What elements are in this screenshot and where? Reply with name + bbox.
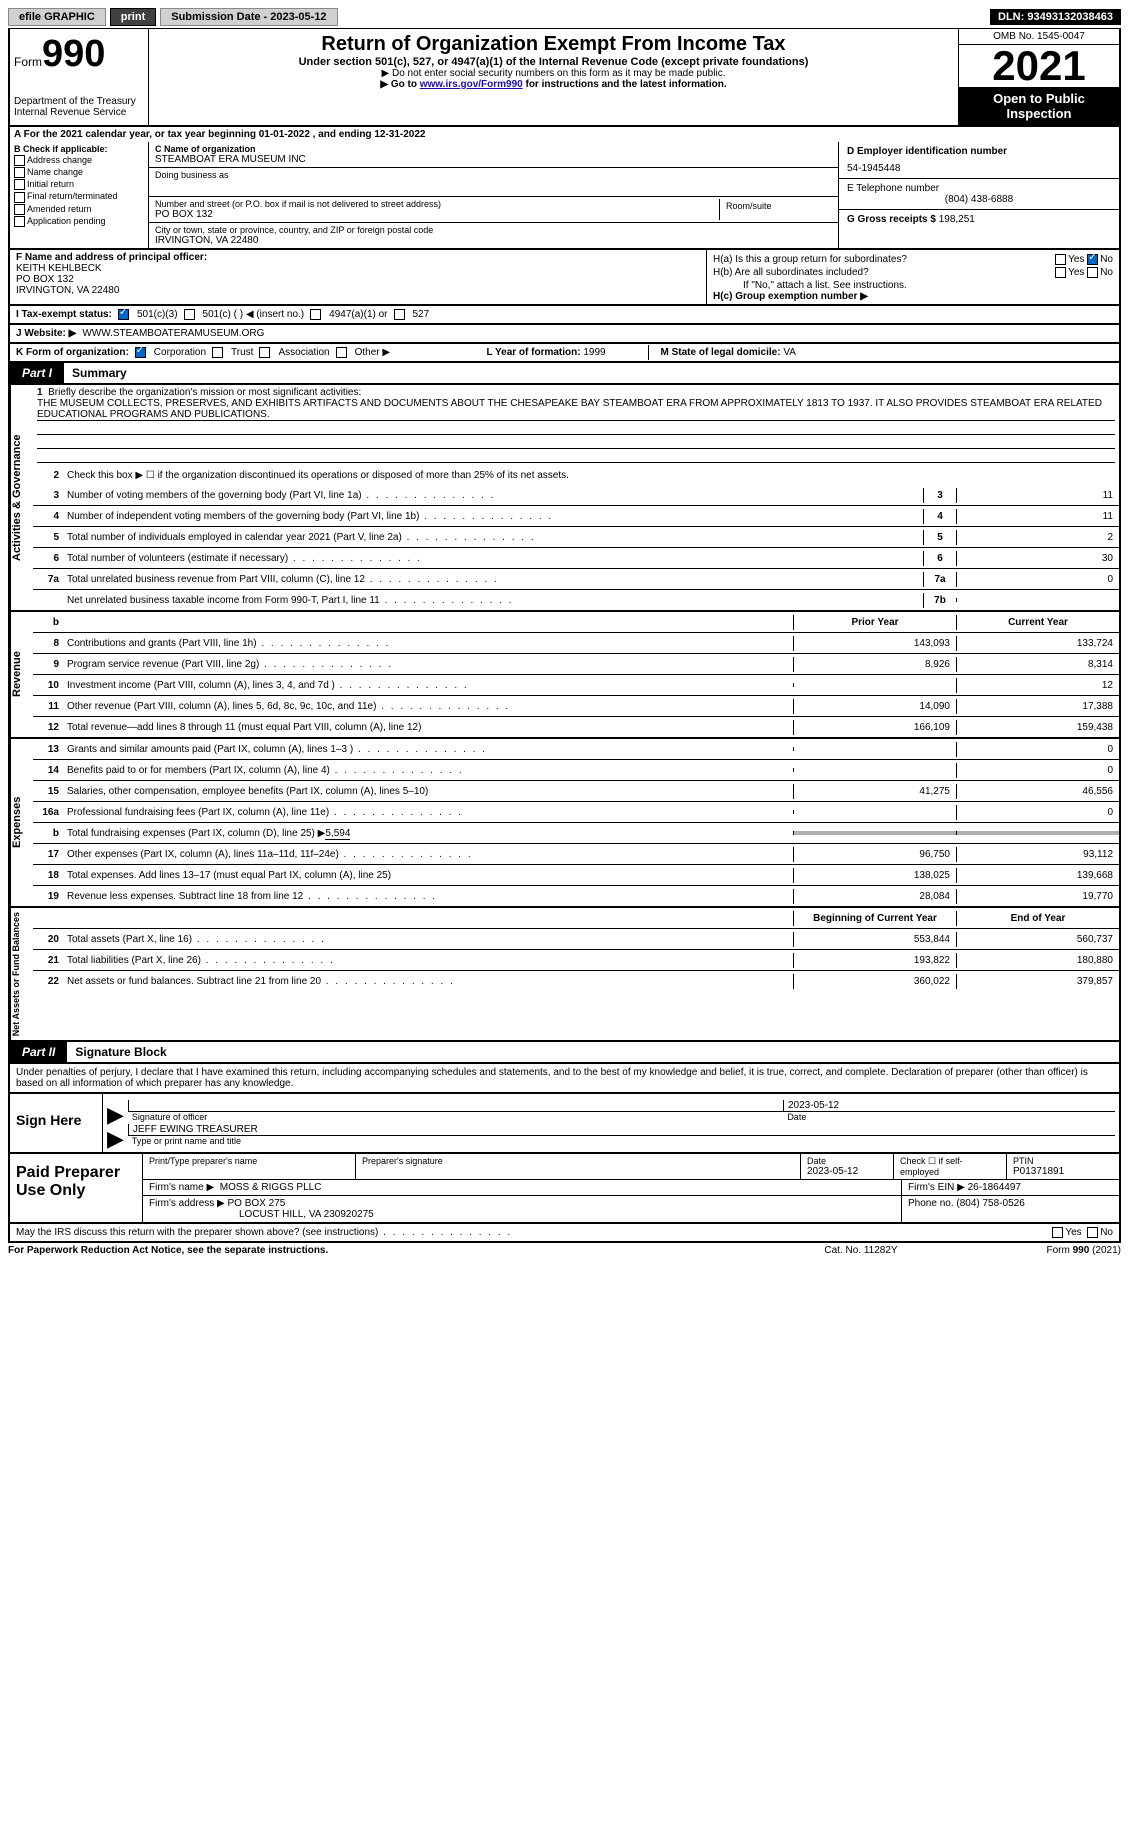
- efile-badge: efile GRAPHIC: [8, 8, 106, 26]
- chk-irs-yes[interactable]: [1052, 1227, 1063, 1238]
- col-c: C Name of organization STEAMBOAT ERA MUS…: [149, 142, 838, 248]
- col-f-officer: F Name and address of principal officer:…: [10, 250, 707, 304]
- section-fh: F Name and address of principal officer:…: [8, 250, 1121, 306]
- chk-hb-yes[interactable]: [1055, 267, 1066, 278]
- org-street: PO BOX 132: [155, 209, 719, 220]
- chk-final[interactable]: Final return/terminated: [14, 191, 144, 202]
- header-left: Form990 Department of the Treasury Inter…: [10, 29, 149, 125]
- summary-revenue: Revenue bPrior YearCurrent Year 8Contrib…: [8, 612, 1121, 739]
- col-h-group: H(a) Is this a group return for subordin…: [707, 250, 1119, 304]
- section-bcd: B Check if applicable: Address change Na…: [8, 142, 1121, 250]
- chk-ha-yes[interactable]: [1055, 254, 1066, 265]
- website-url: WWW.STEAMBOATERAMUSEUM.ORG: [82, 328, 264, 339]
- org-city: IRVINGTON, VA 22480: [155, 235, 832, 246]
- irs-discuss-row: May the IRS discuss this return with the…: [8, 1224, 1121, 1243]
- officer-name: JEFF EWING TREASURER: [128, 1124, 1115, 1136]
- part1-header: Part I Summary: [8, 363, 1121, 385]
- chk-initial[interactable]: Initial return: [14, 179, 144, 190]
- chk-irs-no[interactable]: [1087, 1227, 1098, 1238]
- row-j-website: J Website: ▶ WWW.STEAMBOATERAMUSEUM.ORG: [8, 325, 1121, 344]
- chk-address[interactable]: Address change: [14, 155, 144, 166]
- arrow-icon: ▶: [107, 1107, 124, 1122]
- telephone: (804) 438-6888: [847, 194, 1111, 205]
- print-button[interactable]: print: [110, 8, 156, 26]
- col-d: D Employer identification number 54-1945…: [838, 142, 1119, 248]
- chk-other[interactable]: [336, 347, 347, 358]
- row-klm: K Form of organization: Corporation Trus…: [8, 344, 1121, 363]
- col-b-checkboxes: B Check if applicable: Address change Na…: [10, 142, 149, 248]
- chk-ha-no[interactable]: [1087, 254, 1098, 265]
- dln: DLN: 93493132038463: [990, 9, 1121, 25]
- row-a-tax-year: A For the 2021 calendar year, or tax yea…: [8, 127, 1121, 142]
- header-title: Return of Organization Exempt From Incom…: [149, 29, 958, 125]
- summary-expenses: Expenses 13Grants and similar amounts pa…: [8, 739, 1121, 908]
- summary-netassets: Net Assets or Fund Balances Beginning of…: [8, 908, 1121, 1042]
- chk-501c[interactable]: [184, 309, 195, 320]
- sign-here: Sign Here ▶ 2023-05-12 Signature of offi…: [8, 1094, 1121, 1154]
- header-right: OMB No. 1545-0047 2021 Open to Public In…: [958, 29, 1119, 125]
- paid-preparer: Paid Preparer Use Only Print/Type prepar…: [8, 1154, 1121, 1224]
- row-i-tax-status: I Tax-exempt status: 501(c)(3) 501(c) ( …: [8, 306, 1121, 325]
- gross-receipts: 198,251: [939, 214, 975, 225]
- part2-header: Part II Signature Block: [8, 1042, 1121, 1064]
- chk-trust[interactable]: [212, 347, 223, 358]
- chk-501c3[interactable]: [118, 309, 129, 320]
- page-footer: For Paperwork Reduction Act Notice, see …: [8, 1243, 1121, 1258]
- chk-4947[interactable]: [310, 309, 321, 320]
- mission-text: THE MUSEUM COLLECTS, PRESERVES, AND EXHI…: [37, 398, 1115, 421]
- chk-assoc[interactable]: [259, 347, 270, 358]
- chk-amended[interactable]: Amended return: [14, 204, 144, 215]
- chk-pending[interactable]: Application pending: [14, 216, 144, 227]
- org-name: STEAMBOAT ERA MUSEUM INC: [155, 154, 832, 165]
- top-bar: efile GRAPHIC print Submission Date - 20…: [8, 8, 1121, 26]
- signature-decl: Under penalties of perjury, I declare th…: [8, 1064, 1121, 1094]
- chk-527[interactable]: [394, 309, 405, 320]
- submission-date: Submission Date - 2023-05-12: [160, 8, 337, 26]
- ein: 54-1945448: [847, 163, 1111, 174]
- irs-link[interactable]: www.irs.gov/Form990: [420, 79, 523, 90]
- summary-activities: Activities & Governance 1 Briefly descri…: [8, 385, 1121, 612]
- chk-name[interactable]: Name change: [14, 167, 144, 178]
- arrow-icon: ▶: [107, 1131, 124, 1146]
- chk-corp[interactable]: [135, 347, 146, 358]
- form-header: Form990 Department of the Treasury Inter…: [8, 28, 1121, 127]
- chk-hb-no[interactable]: [1087, 267, 1098, 278]
